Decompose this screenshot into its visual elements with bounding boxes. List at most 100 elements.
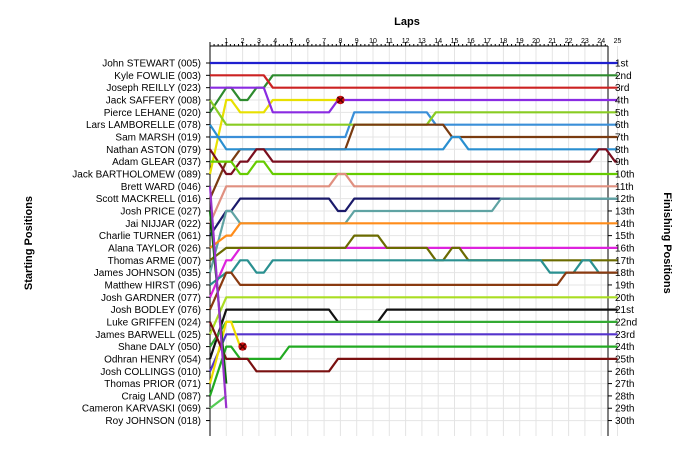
driver-name-label: Roy JOHNSON (018) xyxy=(105,416,201,427)
driver-name-label: Kyle FOWLIE (003) xyxy=(114,71,201,82)
lap-tick-label: 16 xyxy=(467,38,475,45)
finishing-position-label: 27th xyxy=(615,379,634,390)
driver-name-label: Sam MARSH (019) xyxy=(115,132,201,143)
finishing-position-label: 13th xyxy=(615,206,634,217)
lap-tick-label: 20 xyxy=(532,38,540,45)
driver-name-label: James JOHNSON (035) xyxy=(94,268,201,279)
driver-name-label: Jai NIJJAR (022) xyxy=(125,219,201,230)
driver-name-label: Thomas PRIOR (071) xyxy=(104,379,201,390)
driver-name-label: Matthew HIRST (096) xyxy=(104,280,201,291)
series-line-15 xyxy=(209,222,618,249)
lap-tick-label: 17 xyxy=(483,38,491,45)
labels: 1 2 3 4 5 6 7 8 9 10 11 12 13 14 15 16 17 18 19 20 21 22 23 24 2… xyxy=(72,38,637,427)
grid xyxy=(210,46,618,436)
finishing-position-label: 12th xyxy=(615,194,634,205)
lap-tick-label: 8 xyxy=(338,38,342,45)
driver-name-label: Pierce LEHANE (020) xyxy=(104,108,201,119)
y-axis-title-right: Finishing Positions xyxy=(661,192,673,293)
driver-name-label: James BARWELL (025) xyxy=(95,330,201,341)
driver-name-label: Josh COLLINGS (010) xyxy=(100,367,201,378)
driver-name-label: Shane DALY (050) xyxy=(118,342,201,353)
lap-tick-label: 12 xyxy=(402,38,410,45)
series xyxy=(208,61,618,410)
series-line-26 xyxy=(208,321,618,373)
series-line-28 xyxy=(209,395,227,410)
finishing-position-label: 5th xyxy=(615,108,629,119)
retirement-marker-stroke xyxy=(239,343,247,351)
finishing-position-label: 23rd xyxy=(615,330,635,341)
series-line-3 xyxy=(210,74,618,89)
lap-tick-label: 5 xyxy=(290,38,294,45)
driver-name-label: Joseph REILLY (023) xyxy=(106,83,201,94)
finishing-position-label: 4th xyxy=(615,95,629,106)
series-line-20 xyxy=(208,296,618,335)
finishing-position-label: 6th xyxy=(615,120,629,131)
lap-tick-label: 25 xyxy=(614,38,622,45)
driver-name-label: Adam GLEAR (037) xyxy=(112,157,201,168)
finishing-position-label: 9th xyxy=(615,157,629,168)
retirement-marker-icon xyxy=(336,95,345,105)
driver-name-label: Josh BODLEY (076) xyxy=(111,305,201,316)
retirement-marker-icon xyxy=(238,342,247,351)
lap-tick-label: 4 xyxy=(273,38,277,45)
finishing-position-label: 17th xyxy=(615,256,634,267)
y-axis-title-left: Starting Positions xyxy=(23,196,35,290)
finishing-position-label: 20th xyxy=(615,293,634,304)
finishing-position-label: 15th xyxy=(615,231,634,242)
driver-name-label: Cameron KARVASKI (069) xyxy=(82,404,201,415)
finishing-position-label: 1st xyxy=(615,59,629,70)
finishing-position-label: 21st xyxy=(615,305,634,316)
series-line-10 xyxy=(209,148,618,176)
driver-name-label: Charlie TURNER (061) xyxy=(99,231,201,242)
lap-tick-label: 2 xyxy=(241,38,245,45)
driver-name-label: Brett WARD (046) xyxy=(121,182,201,193)
series-line-19 xyxy=(208,271,618,311)
series-line-29 xyxy=(208,186,228,409)
lap-tick-label: 10 xyxy=(369,38,377,45)
series-line-12 xyxy=(208,172,618,224)
series-line-6 xyxy=(210,111,618,139)
finishing-position-label: 29th xyxy=(615,404,634,415)
lap-tick-label: 3 xyxy=(257,38,261,45)
series-line-23 xyxy=(208,333,618,372)
driver-name-label: Josh PRICE (027) xyxy=(120,206,201,217)
lap-tick-label: 13 xyxy=(418,38,426,45)
series-line-2 xyxy=(209,74,618,113)
finishing-position-label: 14th xyxy=(615,219,634,230)
finishing-position-label: 11th xyxy=(615,182,634,193)
lap-tick-label: 18 xyxy=(500,38,508,45)
driver-name-label: Jack SAFFERY (008) xyxy=(106,95,201,106)
lap-tick-label: 9 xyxy=(355,38,359,45)
lap-tick-label: 7 xyxy=(322,38,326,45)
finishing-position-label: 16th xyxy=(615,243,634,254)
driver-name-label: Nathan ASTON (079) xyxy=(106,145,201,156)
series-line-5 xyxy=(210,86,618,114)
finishing-position-label: 22nd xyxy=(615,317,637,328)
driver-name-label: Thomas ARME (007) xyxy=(108,256,201,267)
finishing-position-label: 28th xyxy=(615,391,634,402)
finishing-position-label: 10th xyxy=(615,169,634,180)
lap-tick-label: 22 xyxy=(565,38,573,45)
lap-tick-label: 15 xyxy=(451,38,459,45)
lap-tick-label: 14 xyxy=(434,38,442,45)
series-line-21 xyxy=(208,308,618,360)
finishing-position-label: 3rd xyxy=(615,83,629,94)
driver-name-label: Scott MACKRELL (016) xyxy=(96,194,201,205)
lap-tick-label: 1 xyxy=(224,38,228,45)
finishing-position-label: 25th xyxy=(615,354,634,365)
finishing-position-label: 26th xyxy=(615,367,634,378)
driver-name-label: Josh GARDNER (077) xyxy=(101,293,201,304)
series-line-25 xyxy=(208,345,618,397)
driver-name-label: Alana TAYLOR (026) xyxy=(108,243,201,254)
finishing-position-label: 19th xyxy=(615,280,634,291)
driver-name-label: Odhran HENRY (054) xyxy=(104,354,201,365)
driver-name-label: Lars LAMBORELLE (078) xyxy=(86,120,201,131)
retirement-marker-stroke xyxy=(336,96,344,104)
driver-name-label: Jack BARTHOLOMEW (089) xyxy=(72,169,201,180)
finishing-position-label: 8th xyxy=(615,145,629,156)
lap-tick-label: 19 xyxy=(516,38,524,45)
series-line-4 xyxy=(208,98,341,175)
lap-tick-label: 11 xyxy=(386,38,393,45)
finishing-position-label: 18th xyxy=(615,268,634,279)
